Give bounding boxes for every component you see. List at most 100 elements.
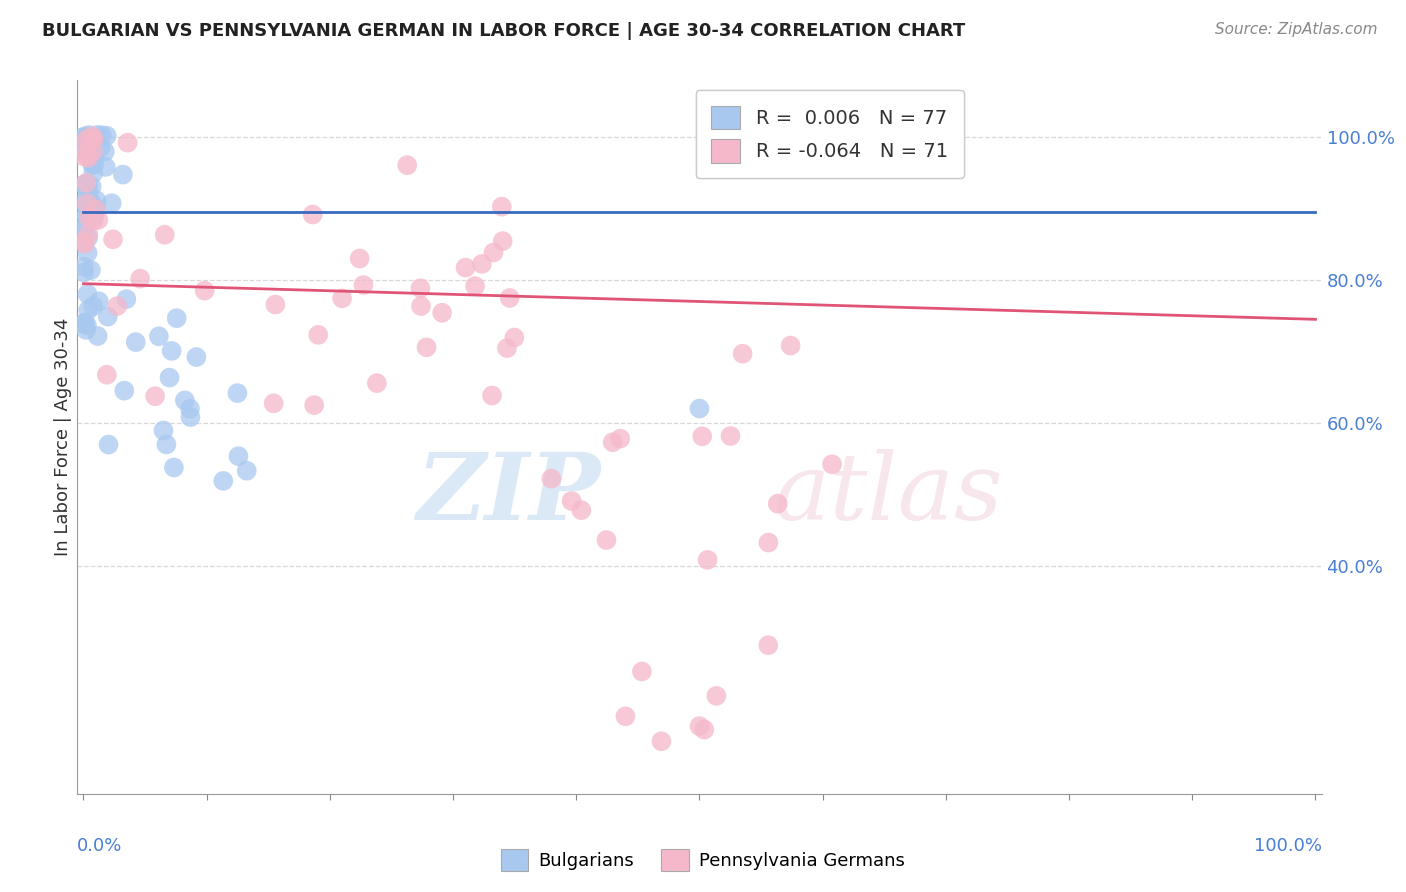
Point [496,341,519,355]
Point [264,297,287,311]
Point [614,709,637,723]
Point [430,306,453,320]
Point [77,227,100,242]
Point [73,129,96,144]
Point [76,177,98,191]
Point [152,424,174,438]
Point [330,291,353,305]
Point [720,429,742,443]
Point [75,135,97,149]
Point [83,209,105,223]
Point [77,211,100,225]
Point [76,318,98,333]
Point [689,719,711,733]
Point [73,130,96,145]
Point [481,388,503,402]
Point [80,194,103,209]
Point [561,494,583,508]
Point [76,199,98,213]
Point [87,212,110,227]
Point [76,208,98,222]
Point [179,410,201,425]
Point [82,213,104,227]
Point [212,474,235,488]
Point [73,235,96,249]
Point [75,323,97,337]
Point [94,145,117,159]
Text: atlas: atlas [775,450,1004,539]
Point [148,329,170,343]
Point [125,335,148,350]
Point [82,145,104,159]
Point [650,734,672,748]
Text: ZIP: ZIP [416,450,600,539]
Point [73,142,96,156]
Point [153,227,176,242]
Point [77,151,100,165]
Point [756,638,779,652]
Text: 0.0%: 0.0% [77,837,122,855]
Point [492,234,515,248]
Point [82,151,104,165]
Point [75,176,97,190]
Point [76,246,98,260]
Point [117,136,139,150]
Point [704,689,727,703]
Point [82,166,104,180]
Point [86,193,108,207]
Point [263,396,285,410]
Text: 100.0%: 100.0% [1254,837,1322,855]
Point [86,329,108,343]
Point [482,245,505,260]
Point [731,347,754,361]
Point [75,209,97,223]
Point [100,196,122,211]
Point [77,303,100,318]
Point [73,178,96,192]
Point [235,464,257,478]
Point [349,252,371,266]
Point [82,131,104,145]
Point [76,148,98,162]
Point [73,136,96,151]
Point [464,279,486,293]
Point [90,141,112,155]
Point [83,132,105,146]
Point [86,128,108,142]
Point [693,723,716,737]
Point [76,196,98,211]
Text: Source: ZipAtlas.com: Source: ZipAtlas.com [1215,22,1378,37]
Point [73,136,96,151]
Point [87,294,110,309]
Point [766,497,789,511]
Point [73,236,96,251]
Point [84,201,107,215]
Point [73,195,96,210]
Point [73,260,96,274]
Point [80,179,103,194]
Point [97,437,120,451]
Point [226,386,249,401]
Point [112,384,135,398]
Legend: Bulgarians, Pennsylvania Germans: Bulgarians, Pennsylvania Germans [494,842,912,879]
Point [302,398,325,412]
Point [160,343,183,358]
Point [779,338,801,352]
Point [758,535,780,549]
Point [454,260,477,275]
Point [301,208,323,222]
Legend: R =  0.006   N = 77, R = -0.064   N = 71: R = 0.006 N = 77, R = -0.064 N = 71 [696,90,963,178]
Point [111,168,134,182]
Point [77,230,100,244]
Point [77,180,100,194]
Point [73,149,96,163]
Point [602,435,624,450]
Point [79,130,101,145]
Point [163,460,186,475]
Point [97,310,120,324]
Point [80,129,103,144]
Point [76,287,98,301]
Point [609,432,631,446]
Point [96,368,118,382]
Point [159,370,181,384]
